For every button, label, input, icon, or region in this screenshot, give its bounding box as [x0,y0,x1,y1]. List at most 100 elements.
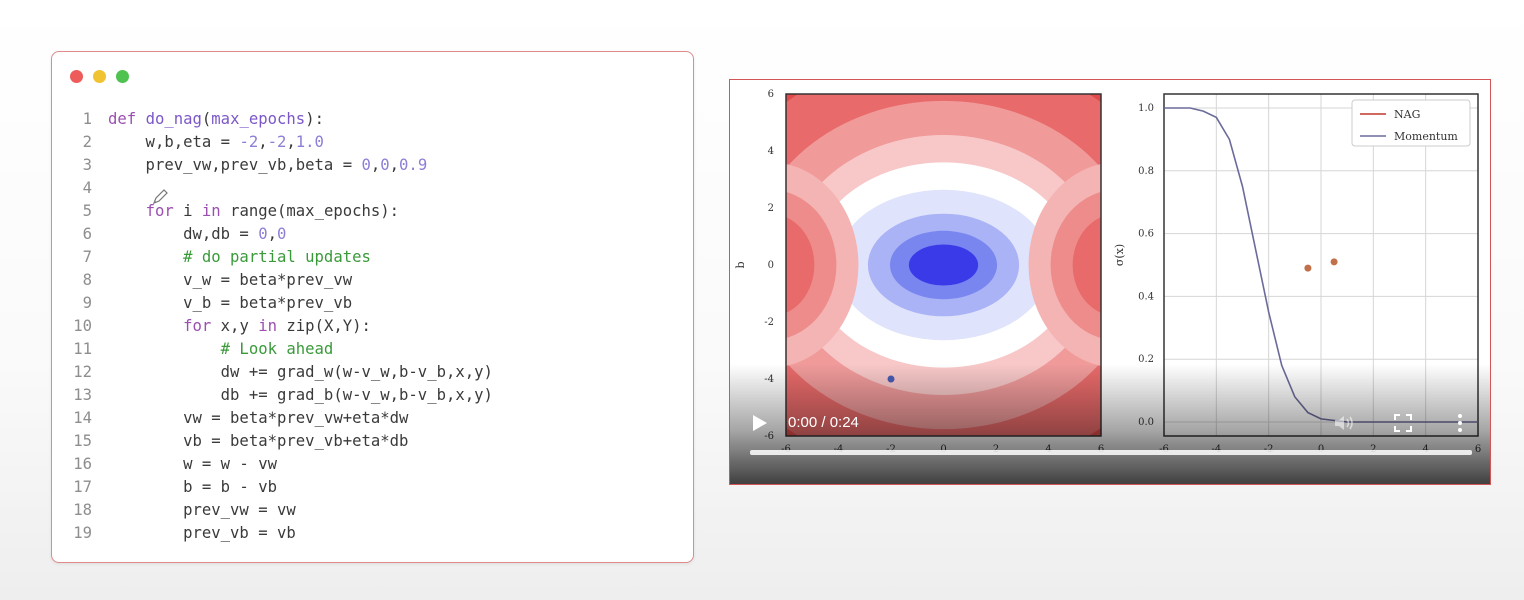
code-token [108,315,183,338]
y-tick-label: 1.0 [1138,103,1154,114]
code-token: dw,db = [108,225,259,243]
line-number: 11 [73,340,92,358]
line-number: 6 [82,225,92,243]
code-token: def [108,110,146,128]
more-vert-icon[interactable] [1453,413,1467,433]
maximize-dot[interactable] [116,70,129,83]
y-axis-label: b [734,261,747,268]
video-player[interactable]: 6420-2-4-6-6-4-20246b-6-4-202461.00.80.6… [729,79,1491,485]
y-tick-label: 4 [768,146,774,157]
legend-label: NAG [1394,108,1420,121]
code-token: v_w = beta*prev_vw [108,271,353,289]
line-number: 12 [73,363,92,381]
play-icon[interactable] [752,414,768,432]
code-token: b = b - vb [108,478,277,496]
code-line: 9 v_b = beta*prev_vb [70,292,493,315]
code-token: # do partial updates [108,248,371,266]
video-time: 0:00 / 0:24 [788,414,859,431]
code-line: 17 b = b - vb [70,476,493,499]
code-token: ( [201,110,212,128]
code-token [108,200,146,223]
progress-bar[interactable] [750,450,1472,455]
contour-lobe [786,217,815,313]
code-token: i [173,202,202,220]
y-tick-label: 6 [768,89,774,100]
code-token: zip(X,Y): [277,317,371,335]
code-token: w,b,eta = [108,133,240,151]
code-token: , [370,156,381,174]
code-token: ): [305,110,324,128]
code-token: in [258,317,278,335]
code-token: , [286,133,296,151]
code-token: -2 [239,133,259,151]
y-tick-label: -2 [764,317,774,328]
code-line: 4 [70,177,493,200]
code-token: in [201,202,221,220]
line-number: 8 [82,271,92,289]
code-line: 8 v_w = beta*prev_vw [70,269,493,292]
line-number: 18 [73,501,92,519]
code-line: 5 for i in range(max_epochs): [70,200,493,223]
code-token: w = w - vw [108,455,277,473]
line-plot-point [1304,264,1312,272]
contour-band [908,244,979,286]
code-token: 0 [258,225,268,243]
code-token: 0.9 [399,156,428,174]
code-line: 1 def do_nag(max_epochs): [70,108,493,131]
code-line: 6 dw,db = 0,0 [70,223,493,246]
legend-box [1351,99,1471,147]
code-token: for [145,202,174,220]
y-tick-label: 0 [768,260,774,271]
code-token: # Look ahead [108,340,334,358]
code-line: 16 w = w - vw [70,453,493,476]
line-number: 2 [82,133,92,151]
y-axis-label: σ(x) [1113,244,1126,266]
y-tick-label: 2 [768,203,774,214]
code-token: x,y [211,317,259,335]
code-line: 2 w,b,eta = -2, -2, 1.0 [70,131,493,154]
code-line: 19 prev_vb = vb [70,522,493,545]
close-dot[interactable] [70,70,83,83]
code-token: vw = beta*prev_vw+eta*dw [108,409,409,427]
y-tick-label: 0.8 [1138,166,1154,177]
code-listing: 1 def do_nag(max_epochs): 2 w,b,eta = -2, -… [70,108,493,545]
line-number: 5 [82,202,92,220]
code-line: 11 # Look ahead [70,338,493,361]
line-number: 13 [73,386,92,404]
code-token: 0 [361,156,371,174]
line-number: 10 [73,317,92,335]
fullscreen-icon[interactable] [1394,414,1412,432]
code-line: 12 dw += grad_w(w-v_w,b-v_b,x,y) [70,361,493,384]
code-token: dw += grad_w(w-v_w,b-v_b,x,y) [108,363,493,381]
minimize-dot[interactable] [93,70,106,83]
code-token: , [267,225,277,243]
code-token: 1.0 [295,133,324,151]
code-token: prev_vb = vb [108,524,296,542]
window-controls [70,70,129,83]
heatmap-field [786,94,1101,436]
line-number: 14 [73,409,92,427]
code-line: 14 vw = beta*prev_vw+eta*dw [70,407,493,430]
line-number: 4 [82,179,92,197]
code-window: 1 def do_nag(max_epochs): 2 w,b,eta = -2, -… [51,51,694,563]
code-token: v_b = beta*prev_vb [108,294,353,312]
code-token: for [183,317,212,335]
code-token: prev_vw = vw [108,501,296,519]
code-line: 18 prev_vw = vw [70,499,493,522]
line-number: 3 [82,156,92,174]
code-token: do_nag [145,110,202,128]
y-tick-label: 0.2 [1138,354,1154,365]
y-tick-label: 0.4 [1138,291,1154,302]
code-line: 3 prev_vw,prev_vb,beta = 0, 0, 0.9 [70,154,493,177]
volume-icon[interactable] [1334,414,1356,432]
line-number: 15 [73,432,92,450]
code-token: range(max_epochs): [220,202,400,220]
code-line: 7 # do partial updates [70,246,493,269]
code-token: , [258,133,268,151]
line-number: 7 [82,248,92,266]
code-token: vb = beta*prev_vb+eta*db [108,432,409,450]
code-token: prev_vw,prev_vb,beta = [108,156,362,174]
code-token: db += grad_b(w-v_w,b-v_b,x,y) [108,386,493,404]
line-number: 17 [73,478,92,496]
pencil-icon [152,189,168,205]
